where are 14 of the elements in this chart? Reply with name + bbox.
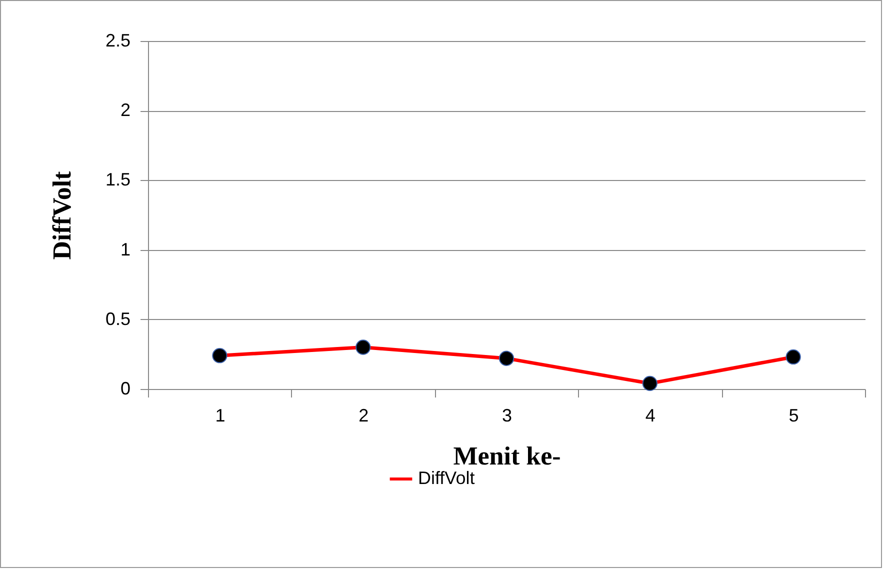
x-axis-title: Menit ke- xyxy=(453,442,561,470)
legend-label: DiffVolt xyxy=(418,468,475,488)
y-tick-label: 1 xyxy=(120,239,130,260)
x-tick-label: 1 xyxy=(215,406,226,426)
x-tick-label: 3 xyxy=(502,406,512,426)
x-tick-label: 4 xyxy=(645,406,656,426)
y-tick-label: 1.5 xyxy=(105,170,130,190)
x-tick-label: 5 xyxy=(788,406,799,426)
y-tick-label: 0 xyxy=(120,378,130,398)
y-tick-label: 0.5 xyxy=(105,308,130,329)
y-axis-title: DiffVolt xyxy=(47,170,76,260)
y-tick-label: 2 xyxy=(120,100,130,120)
x-tick-label: 2 xyxy=(358,406,369,426)
y-tick-label: 2.5 xyxy=(105,30,130,50)
